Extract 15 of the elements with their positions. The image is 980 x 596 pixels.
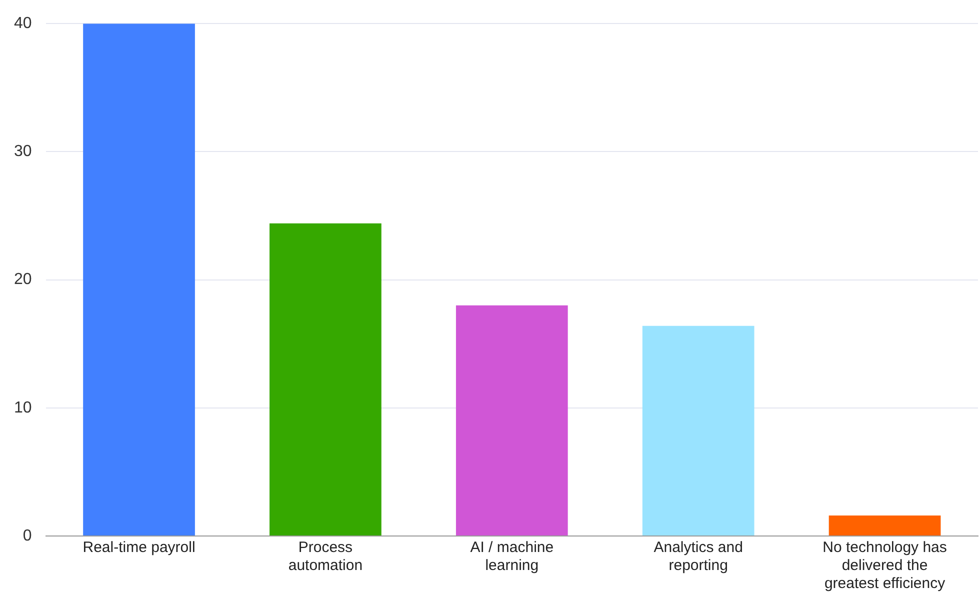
bar bbox=[828, 516, 941, 536]
y-tick-label: 40 bbox=[14, 15, 32, 32]
bar bbox=[642, 326, 754, 536]
x-tick-label: Process automation bbox=[288, 539, 363, 574]
x-tick-label: AI / machine learning bbox=[470, 539, 554, 574]
bar bbox=[83, 24, 195, 536]
x-tick-label: Real-time payroll bbox=[82, 539, 196, 556]
y-tick-label: 20 bbox=[14, 271, 32, 288]
bar bbox=[456, 305, 568, 536]
x-tick-label: Analytics and reporting bbox=[654, 539, 743, 574]
bar bbox=[270, 223, 382, 536]
y-tick-label: 0 bbox=[22, 527, 32, 544]
x-tick-label: No technology has delivered the greatest efficiency bbox=[822, 539, 947, 592]
y-tick-label: 30 bbox=[14, 143, 32, 160]
y-tick-label: 10 bbox=[14, 399, 32, 416]
